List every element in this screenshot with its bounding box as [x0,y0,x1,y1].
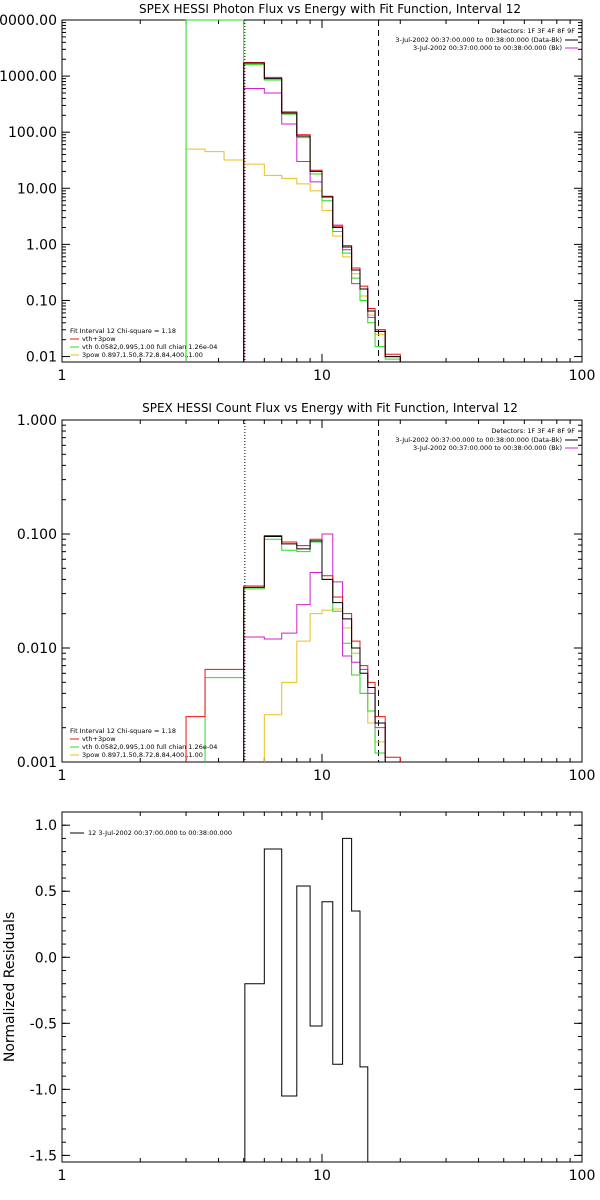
photon-detectors-label: Detectors: 1F 3F 4F 8F 9F [491,27,575,35]
y-tick-label: 1000.00 [0,69,57,85]
series-yellow-histogram [185,148,401,362]
y-tick-label: 0.100 [17,527,57,543]
count-flux-panel: SPEX HESSI Count Flux vs Energy with Fit… [17,401,595,784]
y-tick-label: 0.001 [17,755,57,771]
x-tick-label: 100 [569,768,596,784]
residuals-marks: 1 10 100 -1.5 -1.0 -0.5 0.0 0.5 1.0 [30,812,596,1184]
y-tick-label: 10000.00 [0,13,57,29]
count-fit-header: Fit Interval 12 Chi-square = 1.18 [70,727,176,735]
residuals-panel: 1 10 100 -1.5 -1.0 -0.5 0.0 0.5 1.0 12 3-Jul-200… [2,811,596,1184]
photon-marks: 1 10 100 0.01 0.10 1.00 10.00 100.00 1000.00 1000… [0,13,595,384]
y-tick-label: 0.10 [26,293,57,309]
photon-chart-title: SPEX HESSI Photon Flux vs Energy with Fi… [139,2,521,16]
series-yellow-histogram [263,608,401,763]
count-marks: 1 10 100 0.001 0.010 0.100 1.000 [17,413,595,784]
count-legend-entry-3pow: 3pow 0.897,1.50,8.72,8.84,400.,1.00 [82,751,203,759]
count-chart-title: SPEX HESSI Count Flux vs Energy with Fit… [142,401,518,415]
series-black-histogram [243,536,401,763]
x-tick-label: 10 [313,368,331,384]
photon-legend-entry-data-bk: 3-Jul-2002 00:37:00.000 to 00:38:00.000 … [395,36,562,44]
x-tick-label: 1 [58,768,67,784]
x-tick-label: 1 [58,368,67,384]
y-tick-label: 100.00 [8,125,57,141]
y-tick-label: 10.00 [17,181,57,197]
y-tick-label: -0.5 [30,1016,57,1032]
residuals-legend-entry: 12 3-Jul-2002 00:37:00.000 to 00:38:00.0… [88,829,232,837]
count-legend-entry-vth: vth 0.0582,0.995,1.00 full chian 1.26e-0… [82,743,217,751]
series-magenta-histogram [243,88,401,362]
series-green-histogram [185,19,401,362]
y-tick-label: 0.01 [26,350,57,366]
x-tick-label: 100 [569,368,596,384]
y-tick-label: 0.5 [35,884,57,900]
count-legend-entry-vth3pow: vth+3pow [82,735,116,743]
y-tick-label: 0.0 [35,950,57,966]
count-detectors-label: Detectors: 1F 3F 4F 8F 9F [491,427,575,435]
x-tick-label: 10 [313,1168,331,1184]
photon-legend-entry-bk: 3-Jul-2002 00:37:00.000 to 00:38:00.000 … [413,44,562,52]
y-tick-label: -1.0 [30,1082,57,1098]
y-tick-label: 1.000 [17,413,57,429]
residuals-y-axis-label: Normalized Residuals [2,912,18,1062]
photon-legend-entry-vth3pow: vth+3pow [82,335,116,343]
series-red-histogram [243,61,401,362]
y-tick-label: 1.0 [35,818,57,834]
y-tick-label: 0.010 [17,641,57,657]
count-plot-frame [61,419,583,763]
y-tick-label: -1.5 [30,1148,57,1164]
series-black-histogram [244,837,379,1163]
photon-fit-header: Fit Interval 12 Chi-square = 1.18 [70,327,176,335]
x-tick-label: 10 [313,768,331,784]
count-legend-entry-bk: 3-Jul-2002 00:37:00.000 to 00:38:00.000 … [413,444,562,452]
y-tick-label: 1.00 [26,237,57,253]
photon-legend-entry-vth: vth 0.0582,0.995,1.00 full chian 1.26e-0… [82,343,217,351]
series-green-histogram [204,538,401,763]
count-legend-entry-data-bk: 3-Jul-2002 00:37:00.000 to 00:38:00.000 … [395,436,562,444]
series-red-histogram [185,535,401,762]
photon-flux-panel: SPEX HESSI Photon Flux vs Energy with Fi… [0,2,595,384]
x-tick-label: 100 [569,1168,596,1184]
series-black-histogram [243,62,401,362]
photon-legend-entry-3pow: 3pow 0.897,1.50,8.72,8.84,400.,1.00 [82,351,203,359]
x-tick-label: 1 [58,1168,67,1184]
